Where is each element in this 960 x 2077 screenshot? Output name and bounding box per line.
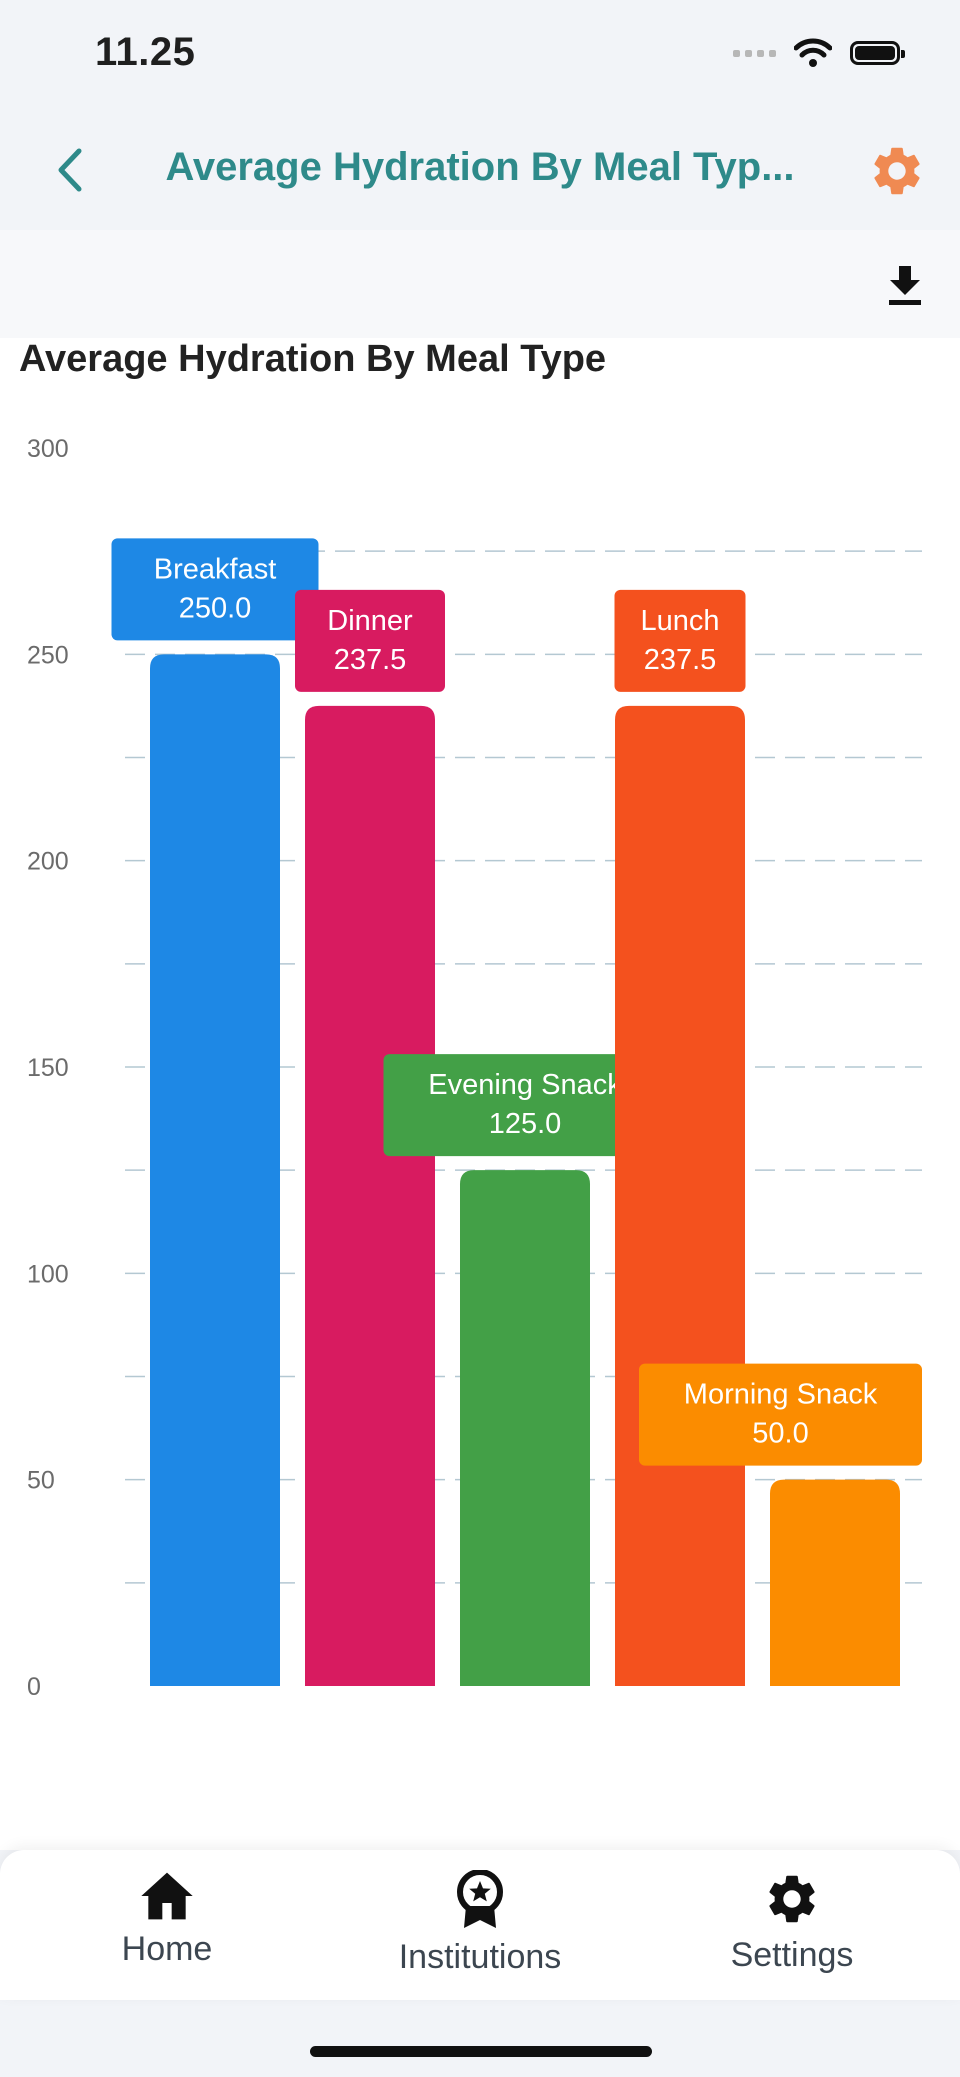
chart-title: Average Hydration By Meal Type (19, 338, 607, 380)
settings-button[interactable] (862, 136, 932, 206)
nav-label-institutions: Institutions (398, 1938, 562, 1976)
data-label-value: 237.5 (334, 644, 407, 676)
y-tick-label: 150 (27, 1054, 69, 1082)
status-icons (733, 38, 905, 68)
nav-label-settings: Settings (730, 1936, 854, 1974)
data-label-category: Breakfast (154, 553, 277, 585)
data-label-value: 237.5 (644, 644, 717, 676)
bar-group: Dinner 237.5 (295, 589, 445, 1686)
nav-item-settings[interactable]: Settings (682, 1870, 902, 1975)
chart-toolbar (0, 230, 960, 338)
data-label-category: Dinner (327, 605, 413, 637)
data-label-box (295, 589, 445, 692)
bar (460, 1170, 590, 1686)
bar-group: Evening Snack 125.0 (383, 1054, 667, 1686)
wifi-icon (794, 38, 832, 67)
data-label-box (639, 1363, 922, 1466)
data-label-box (614, 589, 746, 692)
data-label-box (383, 1054, 667, 1157)
bar (770, 1479, 900, 1686)
status-time: 11.25 (95, 30, 196, 74)
bar-group: Morning Snack 50.0 (639, 1363, 922, 1686)
data-label-category: Lunch (640, 605, 719, 637)
download-icon (889, 266, 921, 305)
nav-item-institutions[interactable]: Institutions (370, 1870, 590, 1977)
download-button[interactable] (880, 260, 930, 310)
data-label-value: 125.0 (489, 1108, 562, 1140)
app-bar: Average Hydration By Meal Typ... (0, 110, 960, 230)
nav-label-home: Home (121, 1930, 213, 1968)
y-tick-label: 250 (27, 641, 69, 669)
bar (615, 705, 745, 1686)
battery-icon (850, 41, 905, 65)
home-indicator (310, 2046, 652, 2057)
data-label-value: 250.0 (179, 592, 252, 624)
data-label-box (111, 538, 319, 641)
bar-group: Lunch 237.5 (614, 589, 746, 1686)
y-tick-label: 100 (27, 1260, 69, 1288)
bar-group: Breakfast 250.0 (111, 538, 319, 1686)
data-label-category: Evening Snack (428, 1069, 622, 1101)
chart-panel: 0 50 100 150 200 250 300 Breakfast 250.0 Dinner 23… (0, 338, 960, 1850)
status-bar: 11.25 (0, 0, 960, 110)
y-tick-label: 50 (27, 1467, 55, 1495)
bar (305, 705, 435, 1686)
award-icon (457, 1870, 503, 1928)
bottom-navigation: Home Institutions Settings (0, 1850, 960, 2000)
gear-icon (874, 147, 920, 195)
back-button[interactable] (40, 140, 100, 200)
y-tick-label: 200 (27, 848, 69, 876)
data-label-category: Morning Snack (684, 1379, 878, 1411)
chevron-left-icon (58, 148, 82, 192)
gear-icon (769, 1875, 815, 1923)
y-tick-label: 0 (27, 1673, 41, 1701)
nav-item-home[interactable]: Home (57, 1870, 277, 1969)
page-title: Average Hydration By Meal Typ... (165, 145, 795, 189)
cellular-signal-icon (733, 49, 776, 57)
bar (150, 654, 280, 1686)
data-label-value: 50.0 (752, 1418, 808, 1450)
bar-chart: 0 50 100 150 200 250 300 Breakfast 250.0 Dinner 23… (27, 435, 922, 1701)
home-icon (141, 1872, 193, 1920)
y-tick-label: 300 (27, 435, 69, 463)
